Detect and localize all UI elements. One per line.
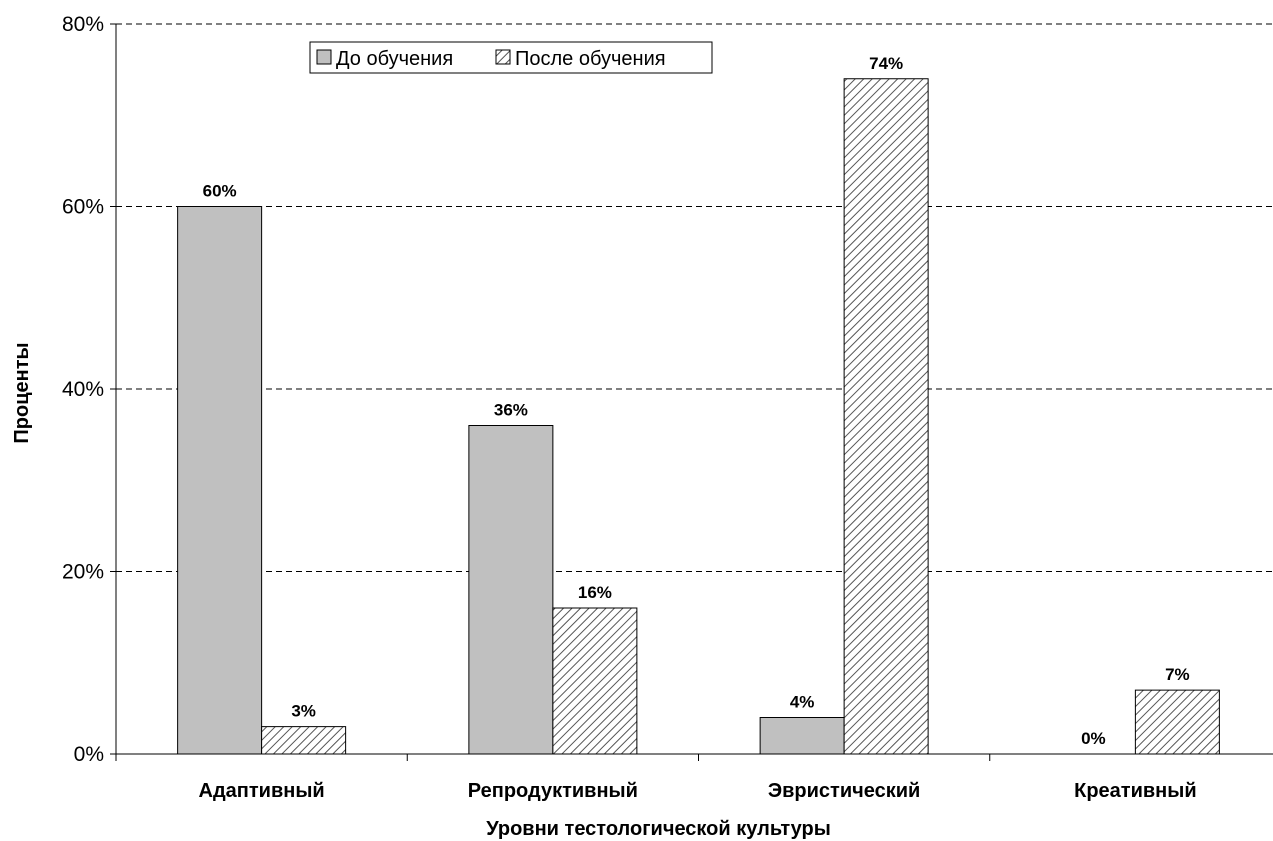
x-category-label: Креативный [1074, 780, 1197, 802]
legend: До обучения После обучения [309, 41, 713, 74]
bars [177, 78, 1220, 755]
x-category-label: Эвристический [768, 780, 920, 802]
data-label-after: 16% [578, 583, 612, 602]
x-category-labels: Адаптивный Репродуктивный Эвристический Кре… [199, 780, 1197, 802]
legend-label-before: До обучения [336, 48, 453, 70]
data-label-after: 7% [1165, 665, 1190, 684]
data-label-before: 4% [790, 693, 815, 712]
data-label-before: 0% [1081, 729, 1106, 748]
y-axis-title: Проценты [11, 342, 33, 443]
y-tick-label: 20% [62, 561, 104, 584]
data-label-before: 36% [494, 401, 528, 420]
y-tick-label: 40% [62, 378, 104, 401]
bar-after [1134, 689, 1220, 755]
y-tick-label: 60% [62, 196, 104, 219]
bar-before [177, 206, 263, 755]
legend-box [309, 41, 713, 74]
data-label-after: 3% [291, 702, 316, 721]
legend-swatch-before [316, 49, 332, 65]
y-tick-label: 80% [62, 13, 104, 36]
bar-after [552, 607, 638, 755]
x-axis-title: Уровни тестологической культуры [486, 818, 831, 840]
x-category-label: Адаптивный [199, 780, 325, 802]
bar-after [261, 726, 347, 755]
data-label-after: 74% [869, 54, 903, 73]
gridlines [116, 23, 1273, 572]
y-tick-label: 0% [74, 743, 104, 766]
y-ticks: 0% 20% 40% 60% 80% [62, 13, 991, 766]
data-labels: 60% 3% 36% 16% 4% 74% 0% 7% [203, 54, 1190, 748]
legend-label-after: После обучения [515, 48, 666, 70]
data-label-before: 60% [203, 182, 237, 201]
legend-swatch-after [495, 49, 511, 65]
bar-after [843, 78, 929, 755]
bar-before [468, 425, 554, 755]
bar-before [759, 717, 845, 755]
x-category-label: Репродуктивный [468, 780, 638, 802]
